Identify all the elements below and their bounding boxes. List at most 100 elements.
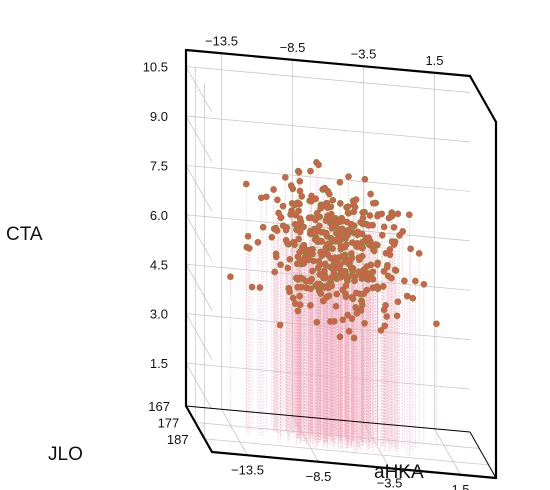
- data-point: [345, 328, 353, 335]
- data-point: [339, 225, 346, 233]
- data-point: [315, 161, 322, 169]
- z-tick-label: 1.5: [150, 356, 168, 371]
- frame-floor-back-edge: [185, 405, 471, 433]
- data-point: [342, 282, 350, 289]
- grid-left-z-3: [185, 214, 213, 262]
- data-point: [268, 233, 276, 241]
- data-point: [320, 267, 328, 275]
- z-axis-title: CTA: [6, 224, 43, 245]
- data-point: [298, 193, 306, 200]
- data-point: [403, 292, 411, 300]
- data-point: [409, 294, 417, 302]
- data-point: [358, 275, 366, 282]
- z-tick-label: 4.5: [150, 257, 168, 272]
- data-point: [326, 215, 333, 222]
- grid-floor-x-0: [221, 409, 248, 456]
- data-point: [322, 274, 329, 282]
- data-point: [320, 284, 328, 291]
- data-point: [383, 313, 391, 320]
- data-point: [336, 333, 344, 341]
- data-point: [363, 271, 371, 279]
- data-point: [284, 239, 291, 247]
- data-point: [388, 274, 395, 282]
- data-point: [314, 280, 321, 288]
- data-point: [369, 275, 377, 283]
- data-point: [328, 282, 336, 290]
- data-point: [286, 255, 294, 263]
- tick-layer: 1.5 3.0 4.5 6.0 7.5 9.0 10.5 −13.5 −13.5 −8.5 −8.5…: [143, 33, 470, 490]
- data-point: [394, 210, 402, 218]
- data-point: [314, 212, 322, 220]
- data-point: [256, 284, 264, 291]
- y-axis-title: JLO: [48, 444, 83, 465]
- data-point: [344, 311, 351, 319]
- z-tick-label: 9.0: [150, 109, 168, 124]
- data-point: [317, 290, 325, 297]
- data-point: [304, 246, 312, 254]
- data-point: [313, 236, 321, 244]
- grid-floor-x-1: [292, 415, 319, 462]
- z-tick-label: 6.0: [150, 208, 168, 223]
- data-point: [272, 253, 280, 261]
- data-point: [319, 297, 327, 304]
- x-bottom-tick-label: −3.5: [377, 475, 403, 490]
- x-top-tick-label: −13.5: [205, 33, 238, 48]
- x-top-tick-label: −8.5: [280, 40, 306, 55]
- point-layer: [227, 159, 440, 342]
- data-point: [345, 256, 353, 264]
- data-point: [309, 250, 316, 258]
- data-point: [390, 241, 398, 248]
- data-point: [420, 280, 428, 288]
- x-bottom-tick-label: 1.5: [451, 482, 469, 490]
- data-point: [415, 250, 423, 257]
- data-point: [360, 290, 368, 298]
- data-point: [339, 316, 347, 324]
- data-point: [312, 195, 320, 203]
- data-point: [391, 266, 399, 274]
- grid-left-z-0: [185, 362, 213, 410]
- data-point: [330, 269, 338, 277]
- data-point: [310, 257, 317, 265]
- data-point: [377, 327, 385, 334]
- data-point: [323, 229, 330, 237]
- data-point: [284, 264, 292, 272]
- data-point: [295, 168, 303, 176]
- data-point: [296, 187, 304, 195]
- data-point: [291, 201, 299, 209]
- grid-left-z-1: [185, 313, 213, 360]
- data-point: [296, 228, 304, 236]
- data-point: [366, 212, 374, 219]
- data-point: [336, 178, 344, 186]
- data-point: [380, 268, 388, 275]
- data-point: [338, 253, 346, 260]
- data-point: [380, 306, 388, 314]
- data-point: [361, 319, 368, 327]
- data-point: [307, 302, 314, 309]
- data-point: [305, 214, 313, 222]
- frame-floor-left-edge: [184, 404, 214, 454]
- x-bottom-tick-label: −8.5: [306, 469, 332, 484]
- data-point: [365, 234, 373, 242]
- data-point: [324, 251, 332, 258]
- data-point: [316, 222, 323, 230]
- data-point: [370, 247, 378, 255]
- data-point: [276, 321, 284, 329]
- data-point: [378, 210, 386, 218]
- grid-floor-y-2: [204, 438, 489, 466]
- data-point: [292, 274, 300, 282]
- data-point: [300, 242, 308, 249]
- data-point: [227, 273, 234, 281]
- data-point: [374, 261, 381, 268]
- data-point: [405, 211, 413, 219]
- data-point: [372, 241, 380, 248]
- data-point: [295, 207, 302, 215]
- data-point: [294, 283, 301, 291]
- data-point: [369, 284, 377, 292]
- data-point: [385, 214, 393, 222]
- data-point: [358, 298, 366, 305]
- data-point: [281, 174, 289, 181]
- data-point: [309, 267, 316, 275]
- data-point: [329, 222, 337, 230]
- data-point: [300, 259, 308, 267]
